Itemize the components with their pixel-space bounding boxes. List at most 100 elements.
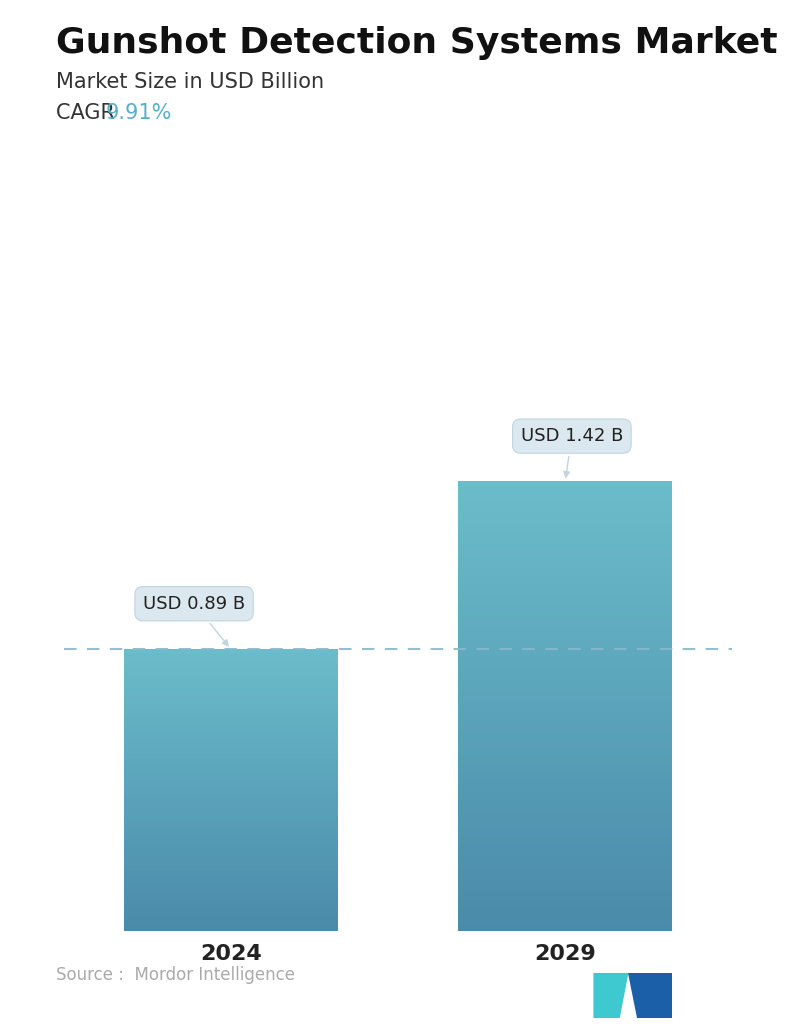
Bar [124, 839, 338, 840]
Bar [458, 793, 672, 794]
Bar [458, 847, 672, 848]
Bar [458, 831, 672, 833]
Bar [458, 811, 672, 813]
Bar [458, 725, 672, 727]
Bar [124, 849, 338, 850]
Bar [124, 802, 338, 803]
Bar [458, 706, 672, 707]
Bar [458, 492, 672, 493]
Bar [124, 882, 338, 883]
Bar [124, 742, 338, 743]
Bar [458, 777, 672, 778]
Bar [124, 757, 338, 758]
Bar [124, 764, 338, 765]
Bar [458, 630, 672, 631]
Bar [124, 650, 338, 651]
Bar [458, 872, 672, 874]
Bar [124, 814, 338, 815]
Bar [458, 544, 672, 546]
Bar [458, 701, 672, 703]
Bar [124, 652, 338, 653]
Bar [458, 915, 672, 917]
Bar [124, 870, 338, 871]
Text: Gunshot Detection Systems Market: Gunshot Detection Systems Market [56, 26, 778, 60]
Bar [458, 677, 672, 679]
Bar [124, 729, 338, 730]
Bar [124, 909, 338, 910]
Bar [124, 756, 338, 757]
Bar [124, 869, 338, 870]
Bar [458, 758, 672, 760]
Bar [458, 713, 672, 716]
Bar [124, 833, 338, 834]
Bar [458, 697, 672, 699]
Bar [124, 929, 338, 930]
Bar [124, 873, 338, 875]
Bar [124, 703, 338, 704]
Bar [124, 878, 338, 879]
Bar [124, 731, 338, 732]
Bar [458, 524, 672, 526]
Bar [124, 726, 338, 727]
Text: USD 0.89 B: USD 0.89 B [143, 595, 245, 646]
Bar [124, 810, 338, 811]
Bar [124, 739, 338, 740]
Bar [458, 790, 672, 791]
Bar [458, 767, 672, 769]
Bar [124, 663, 338, 664]
Bar [458, 912, 672, 914]
Bar [124, 659, 338, 660]
Bar [124, 805, 338, 807]
Bar [458, 755, 672, 757]
Bar [124, 755, 338, 756]
Bar [124, 896, 338, 898]
Bar [458, 657, 672, 658]
Bar [124, 921, 338, 922]
Bar [124, 781, 338, 782]
Bar [458, 661, 672, 663]
Bar [458, 674, 672, 676]
Bar [458, 576, 672, 577]
Bar [458, 704, 672, 706]
Bar [458, 550, 672, 552]
Bar [458, 650, 672, 652]
Bar [458, 487, 672, 489]
Bar [124, 809, 338, 810]
Bar [124, 780, 338, 781]
Bar [124, 688, 338, 689]
Bar [458, 633, 672, 634]
Bar [458, 537, 672, 539]
Bar [458, 607, 672, 609]
Bar [458, 486, 672, 487]
Bar [458, 703, 672, 704]
Bar [124, 752, 338, 753]
Bar [124, 744, 338, 746]
Bar [124, 923, 338, 924]
Bar [124, 859, 338, 860]
Bar [124, 702, 338, 703]
Bar [124, 905, 338, 906]
Bar [124, 861, 338, 862]
Bar [124, 670, 338, 672]
Bar [458, 896, 672, 898]
Bar [124, 865, 338, 866]
Bar [458, 584, 672, 586]
Bar [124, 827, 338, 828]
Bar [124, 751, 338, 752]
Bar [124, 853, 338, 854]
Text: Source :  Mordor Intelligence: Source : Mordor Intelligence [56, 967, 295, 984]
Bar [458, 770, 672, 772]
Bar [458, 840, 672, 841]
Bar [458, 845, 672, 847]
Bar [458, 506, 672, 507]
Bar [458, 673, 672, 674]
Bar [458, 620, 672, 622]
Bar [458, 753, 672, 754]
Bar [124, 840, 338, 841]
Bar [124, 687, 338, 688]
Bar [458, 655, 672, 657]
Bar [458, 797, 672, 799]
Bar [458, 643, 672, 644]
Bar [458, 814, 672, 816]
Bar [124, 822, 338, 824]
